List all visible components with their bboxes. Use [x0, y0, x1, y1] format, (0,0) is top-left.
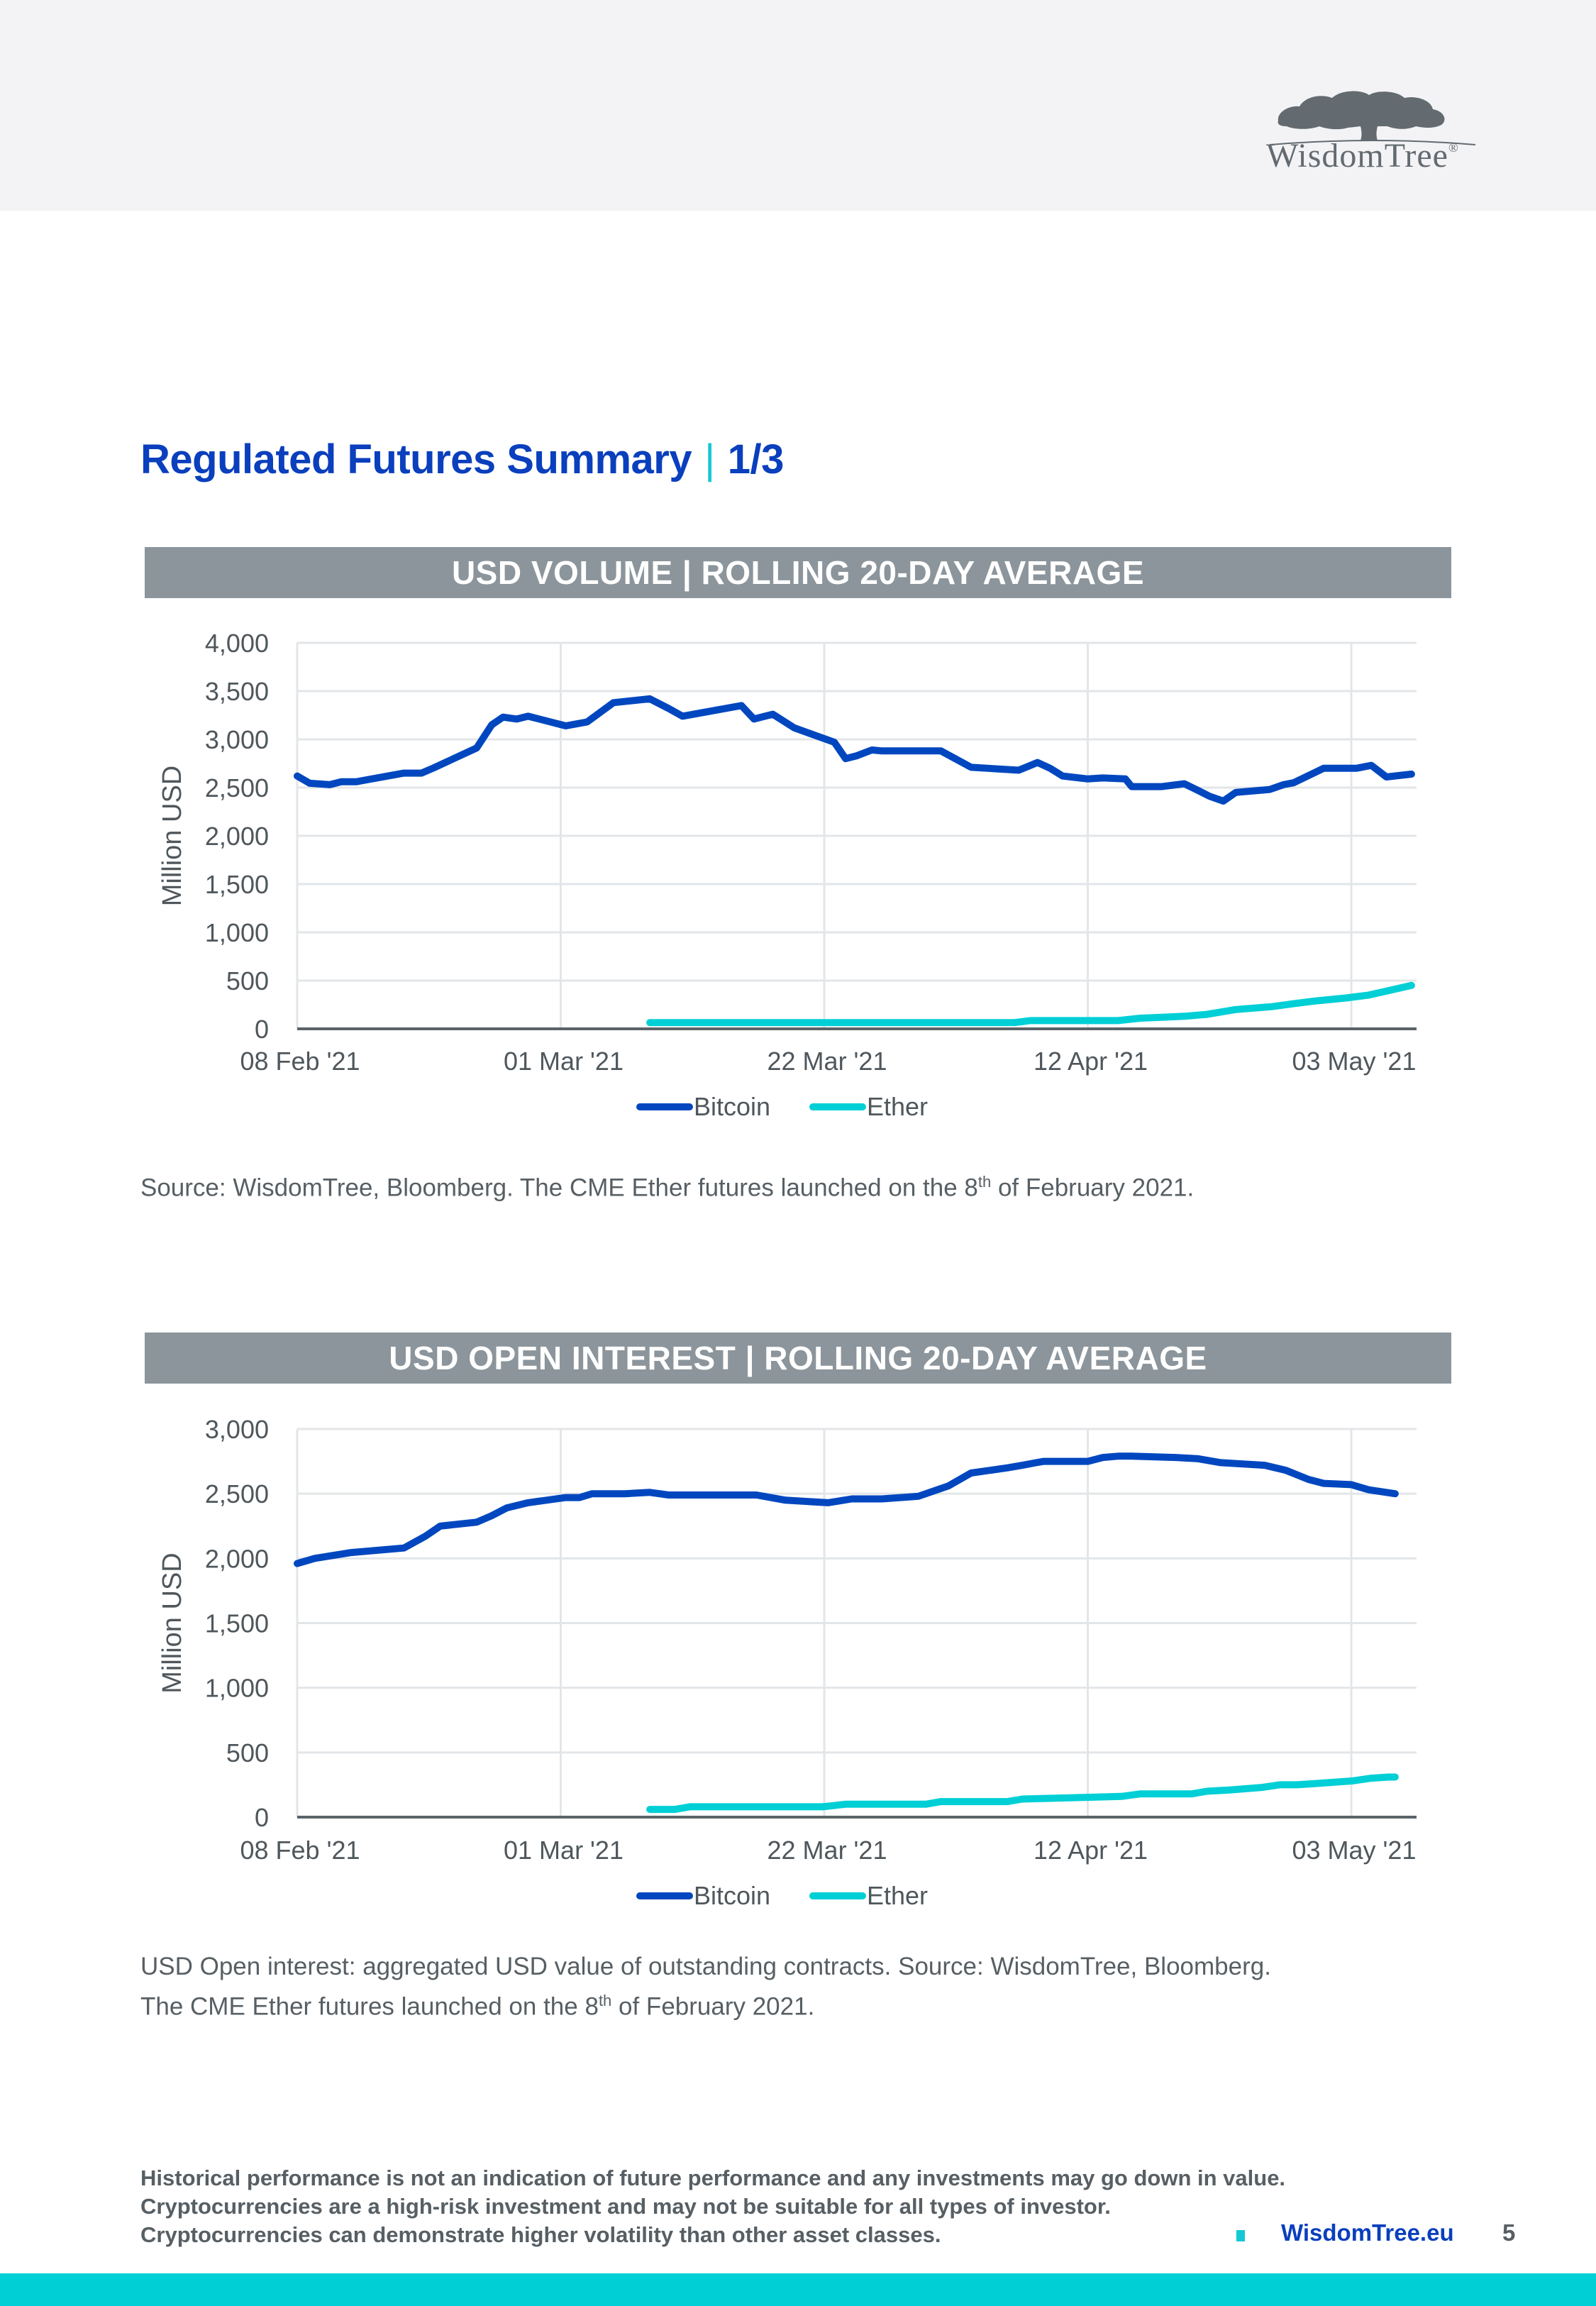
risk-disclaimer: Historical performance is not an indicat… — [140, 2164, 1285, 2249]
footer-accent-bar — [0, 2273, 1596, 2306]
y-tick-label: 1,000 — [205, 1674, 269, 1703]
x-tick-label: 01 Mar '21 — [504, 1836, 624, 1865]
y-tick-label: 2,500 — [205, 773, 269, 802]
legend-item-ether: Ether — [809, 1881, 928, 1910]
y-tick-label: 1,500 — [205, 1609, 269, 1638]
note-line-1: USD Open interest: aggregated USD value … — [140, 1953, 1271, 1980]
page-title: Regulated Futures Summary | 1/3 — [140, 436, 784, 483]
y-tick-label: 2,000 — [205, 1544, 269, 1573]
legend-label: Ether — [867, 1092, 928, 1121]
y-tick-label: 500 — [226, 1738, 269, 1767]
tree-logo-icon — [1269, 91, 1476, 145]
x-tick-label: 03 May '21 — [1292, 1836, 1417, 1865]
x-tick-label: 08 Feb '21 — [240, 1047, 360, 1076]
page-title-index: 1/3 — [727, 436, 785, 482]
note-line-2: The CME Ether futures launched on the 8t… — [140, 1992, 815, 2021]
x-tick-label: 08 Feb '21 — [240, 1836, 360, 1865]
y-tick-label: 3,000 — [205, 1415, 269, 1444]
y-tick-label: 4,000 — [205, 629, 269, 658]
legend-label: Bitcoin — [694, 1092, 770, 1121]
series-line-ether — [646, 1773, 1399, 1814]
chart-usd-open-interest: 0 500 1,000 1,500 2,000 2,500 3,000 08 Feb '21 0… — [157, 1415, 1417, 1910]
y-axis-label: Million USD — [157, 766, 187, 906]
chart-usd-volume: 0 500 1,000 1,500 2,000 2,500 3,000 3,500 4,000 0… — [157, 629, 1417, 1121]
legend-item-bitcoin: Bitcoin — [636, 1881, 770, 1910]
y-tick-label: 1,500 — [205, 870, 269, 899]
page-title-text: Regulated Futures Summary — [140, 436, 692, 482]
x-tick-label: 03 May '21 — [1292, 1047, 1417, 1076]
y-tick-label: 3,000 — [205, 725, 269, 754]
chart-volume-source-note: Source: WisdomTree, Bloomberg. The CME E… — [140, 1173, 1195, 1202]
legend-item-ether: Ether — [809, 1092, 928, 1121]
footer-bullet-icon — [1236, 2230, 1245, 2241]
x-tick-label: 22 Mar '21 — [767, 1836, 887, 1865]
y-tick-label: 500 — [226, 966, 269, 995]
chart-open-interest-note: USD Open interest: aggregated USD value … — [140, 1950, 1271, 2024]
series-line-ether — [646, 981, 1415, 1027]
y-tick-label: 1,000 — [205, 918, 269, 947]
page-number: 5 — [1502, 2219, 1516, 2246]
x-tick-label: 22 Mar '21 — [767, 1047, 887, 1076]
legend-label: Ether — [867, 1881, 928, 1910]
legend-item-bitcoin: Bitcoin — [636, 1092, 770, 1121]
y-tick-label: 2,000 — [205, 822, 269, 851]
legend-label: Bitcoin — [694, 1881, 770, 1910]
x-tick-label: 12 Apr '21 — [1033, 1836, 1148, 1865]
y-tick-label: 2,500 — [205, 1479, 269, 1508]
y-tick-label: 0 — [255, 1015, 269, 1044]
x-tick-label: 12 Apr '21 — [1033, 1047, 1148, 1076]
y-axis-label: Million USD — [157, 1552, 187, 1693]
x-tick-label: 01 Mar '21 — [504, 1047, 624, 1076]
y-tick-label: 3,500 — [205, 677, 269, 706]
disclaimer-line: Cryptocurrencies can demonstrate higher … — [140, 2222, 941, 2247]
disclaimer-line: Historical performance is not an indicat… — [140, 2166, 1286, 2190]
disclaimer-line: Cryptocurrencies are a high-risk investm… — [140, 2194, 1111, 2219]
y-tick-label: 0 — [255, 1803, 269, 1832]
series-line-bitcoin — [294, 1452, 1399, 1567]
footer-website-link[interactable]: WisdomTree.eu — [1281, 2219, 1454, 2246]
title-separator: | — [704, 436, 715, 482]
series-line-bitcoin — [294, 695, 1415, 805]
logo-wordmark: WisdomTree® — [1266, 137, 1459, 175]
chart-volume-title-band: USD VOLUME | ROLLING 20-DAY AVERAGE — [145, 547, 1451, 598]
chart-open-interest-title-band: USD OPEN INTEREST | ROLLING 20-DAY AVERA… — [145, 1333, 1451, 1384]
